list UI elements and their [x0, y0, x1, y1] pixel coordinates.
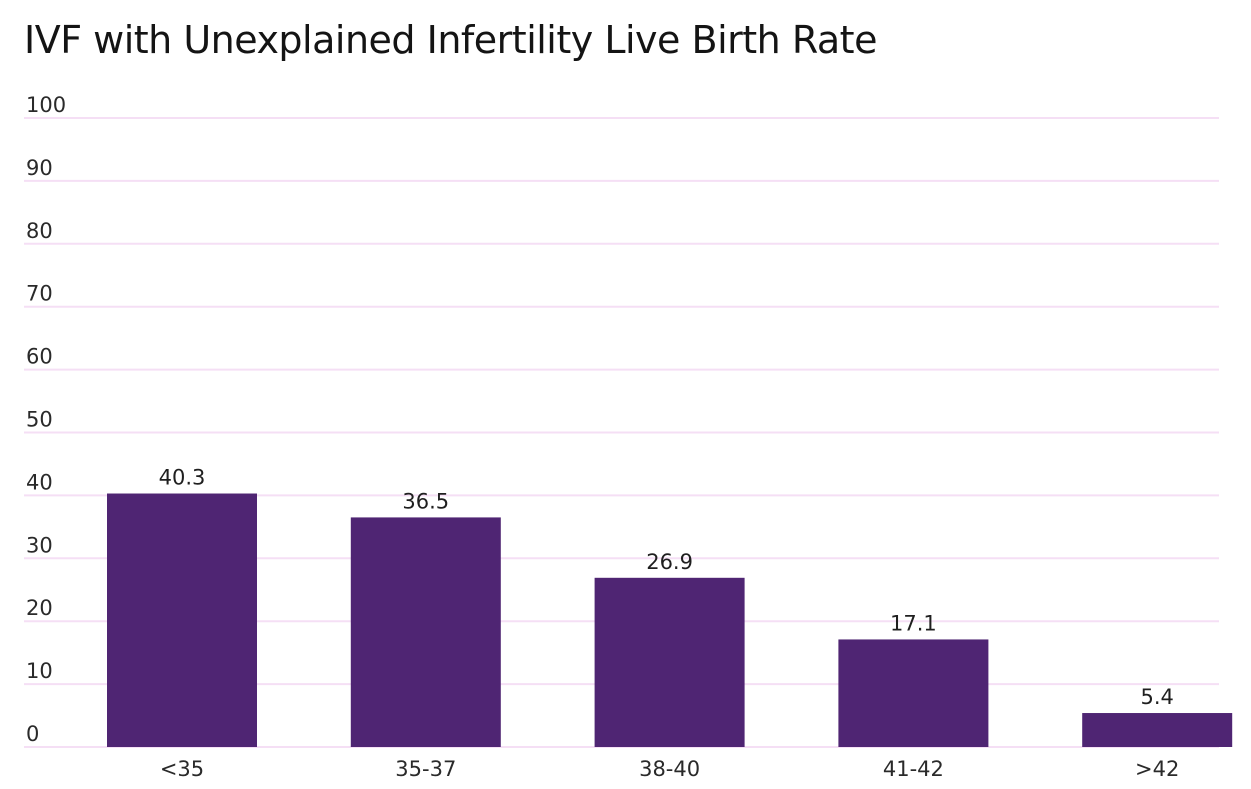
bar — [107, 493, 257, 747]
x-category-label: 41-42 — [883, 757, 944, 781]
bar — [350, 517, 501, 747]
data-labels: 40.3 36.5 26.9 17.1 5.4 — [159, 466, 1174, 710]
x-axis-categories: <35 35-37 38-40 41-42 >42 — [160, 757, 1180, 781]
y-tick-label: 40 — [26, 470, 53, 494]
x-category-label: 35-37 — [395, 757, 456, 781]
x-category-label: <35 — [160, 757, 204, 781]
x-category-label: 38-40 — [639, 757, 700, 781]
y-tick-label: 10 — [26, 659, 53, 683]
bar — [838, 639, 989, 747]
bars — [107, 493, 1233, 747]
y-tick-label: 20 — [26, 596, 53, 620]
data-label: 40.3 — [159, 466, 206, 490]
y-tick-label: 50 — [26, 408, 53, 432]
bar — [1082, 713, 1233, 747]
data-label: 26.9 — [646, 550, 693, 574]
data-label: 17.1 — [890, 611, 937, 635]
y-tick-label: 30 — [26, 533, 53, 557]
y-axis-ticks: 0 10 20 30 40 50 60 70 80 90 100 — [26, 93, 66, 746]
y-tick-label: 0 — [26, 722, 39, 746]
chart-title: IVF with Unexplained Infertility Live Bi… — [24, 18, 877, 62]
y-tick-label: 100 — [26, 93, 66, 117]
y-tick-label: 60 — [26, 345, 53, 369]
y-tick-label: 70 — [26, 282, 53, 306]
x-category-label: >42 — [1135, 757, 1179, 781]
bar — [594, 577, 745, 747]
y-tick-label: 80 — [26, 219, 53, 243]
data-label: 36.5 — [402, 489, 449, 513]
data-label: 5.4 — [1140, 685, 1173, 709]
y-tick-label: 90 — [26, 156, 53, 180]
